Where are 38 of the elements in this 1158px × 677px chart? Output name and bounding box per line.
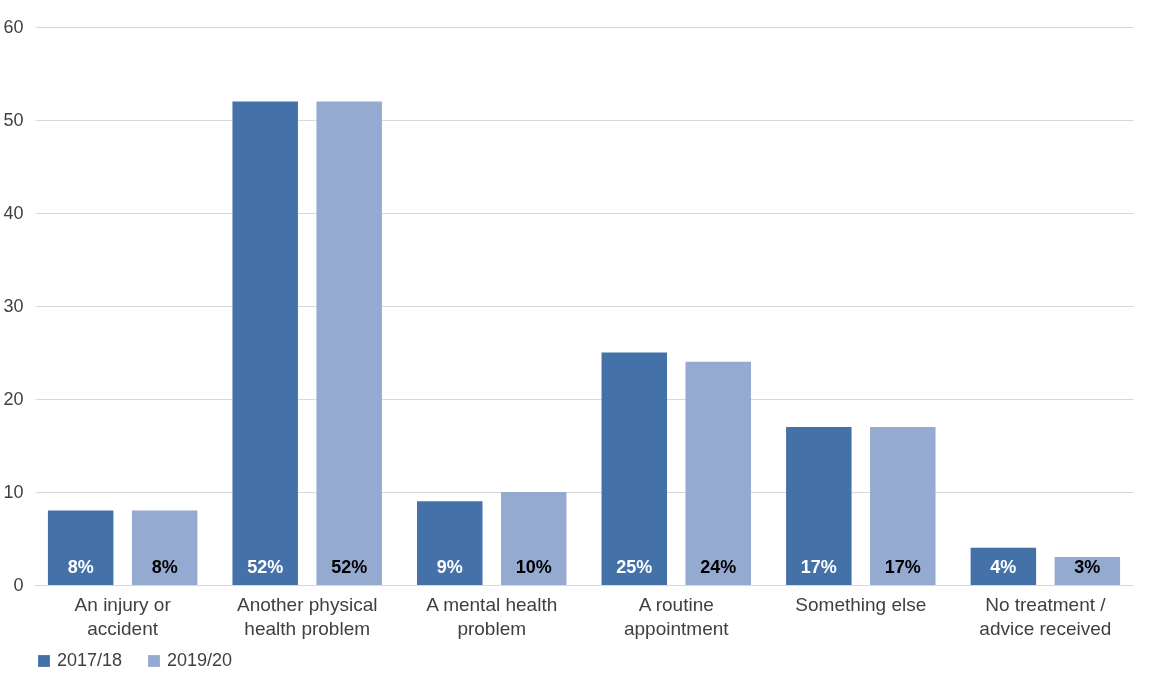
- data-label: 25%: [616, 557, 653, 577]
- y-tick-label: 30: [3, 295, 24, 316]
- y-tick-label: 10: [3, 481, 24, 502]
- data-label: 17%: [884, 557, 921, 577]
- data-label: 4%: [990, 557, 1017, 577]
- bar: [500, 492, 567, 585]
- bar: [870, 426, 936, 585]
- x-tick-label: Another physical health problem: [236, 593, 378, 639]
- y-tick-label: 60: [3, 16, 24, 37]
- bar: [232, 101, 298, 585]
- y-tick-label: 40: [3, 202, 24, 223]
- bar: [601, 352, 668, 585]
- bar: [786, 426, 852, 585]
- bar: [131, 510, 198, 585]
- bar: [416, 501, 483, 585]
- x-tick-label: A mental health problem: [426, 593, 558, 639]
- data-label: 24%: [700, 557, 737, 577]
- data-label: 3%: [1074, 557, 1101, 577]
- x-tick-label: A routine appointment: [623, 593, 730, 639]
- data-label: 52%: [331, 557, 368, 577]
- legend-label: 2019/20: [167, 650, 233, 670]
- data-label: 8%: [67, 557, 94, 577]
- bar: [316, 101, 382, 585]
- bar: [970, 547, 1037, 585]
- data-label: 9%: [436, 557, 463, 577]
- y-tick-label: 0: [13, 574, 24, 595]
- bar: [685, 361, 752, 585]
- data-label: 52%: [247, 557, 284, 577]
- x-tick-label: An injury or accident: [74, 593, 172, 639]
- legend-label: 2017/18: [57, 650, 123, 670]
- data-label: 10%: [515, 557, 552, 577]
- x-tick-label: Something else: [795, 593, 927, 615]
- bar: [47, 510, 114, 585]
- data-label: 17%: [800, 557, 837, 577]
- y-tick-label: 20: [3, 388, 24, 409]
- data-label: 8%: [151, 557, 178, 577]
- y-tick-label: 50: [3, 109, 24, 130]
- x-tick-label: No treatment / advice received: [979, 593, 1112, 639]
